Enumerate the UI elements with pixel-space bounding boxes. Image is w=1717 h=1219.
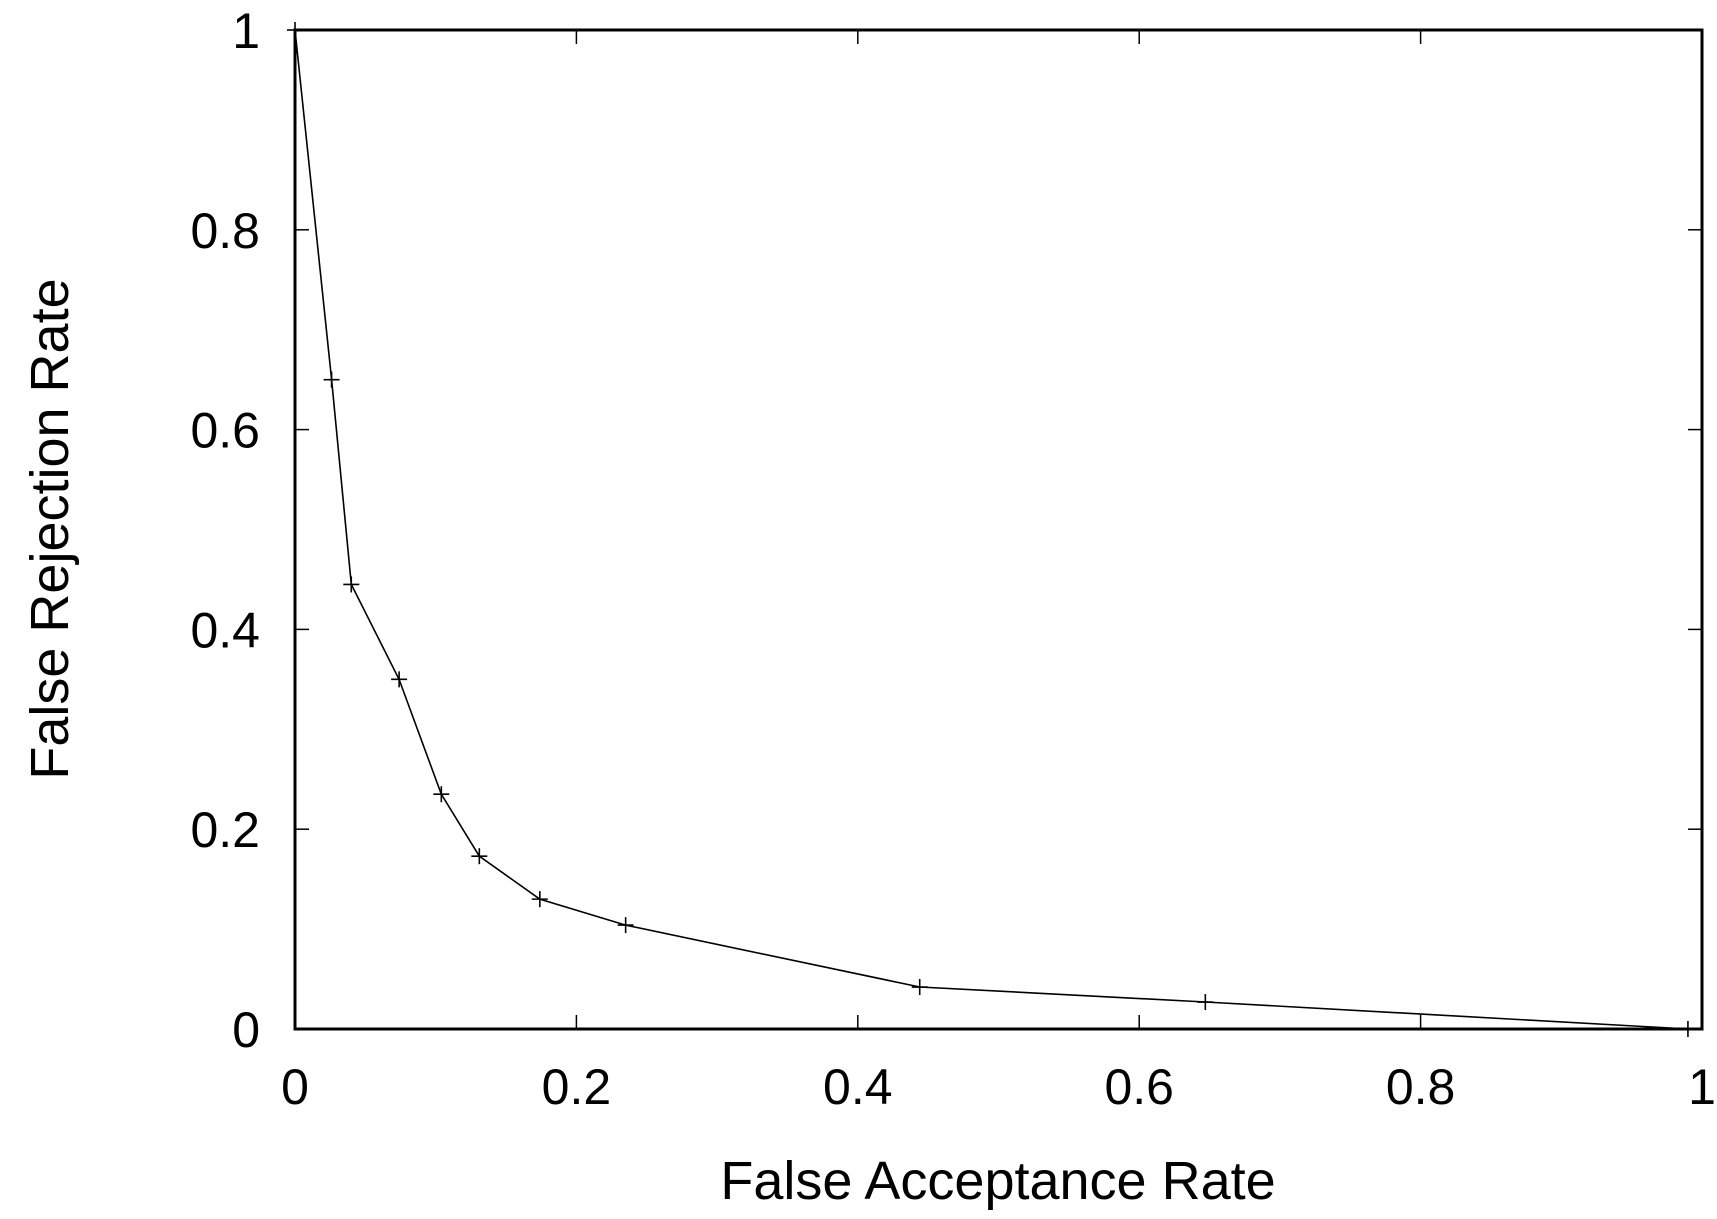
x-axis-title: False Acceptance Rate [720,1151,1275,1211]
x-tick-label: 0.8 [1386,1059,1456,1115]
data-point-marker [471,848,488,865]
data-point-marker [617,917,634,934]
data-point-marker [531,891,548,908]
x-axis-ticks: 0 0.2 0.4 0.6 0.8 1 [281,30,1716,1115]
data-point-marker [433,786,450,803]
x-tick-label: 1 [1688,1059,1716,1115]
x-tick-label: 0.2 [542,1059,612,1115]
data-point-marker [391,671,408,688]
data-point-marker [1679,1021,1696,1037]
series-layer [287,22,1696,1037]
y-tick-label: 0.2 [190,802,260,858]
y-tick-label: 1 [232,3,260,59]
data-point-marker [323,371,340,388]
data-point-marker [1197,994,1214,1011]
y-tick-label: 0.8 [190,203,260,259]
y-axis-ticks: 0 0.2 0.4 0.6 0.8 1 [190,3,1702,1058]
series-line [294,29,1688,1030]
data-point-marker [287,22,303,38]
plot-frame [293,28,1704,1031]
data-point-marker [911,979,928,996]
x-tick-label: 0.4 [823,1059,893,1115]
x-tick-label: 0 [281,1059,309,1115]
y-tick-label: 0.6 [190,403,260,459]
data-point-marker [343,576,360,593]
y-tick-label: 0 [232,1002,260,1058]
x-tick-label: 0.6 [1104,1059,1174,1115]
y-axis-title: False Rejection Rate [20,278,80,779]
y-tick-label: 0.4 [190,602,260,658]
